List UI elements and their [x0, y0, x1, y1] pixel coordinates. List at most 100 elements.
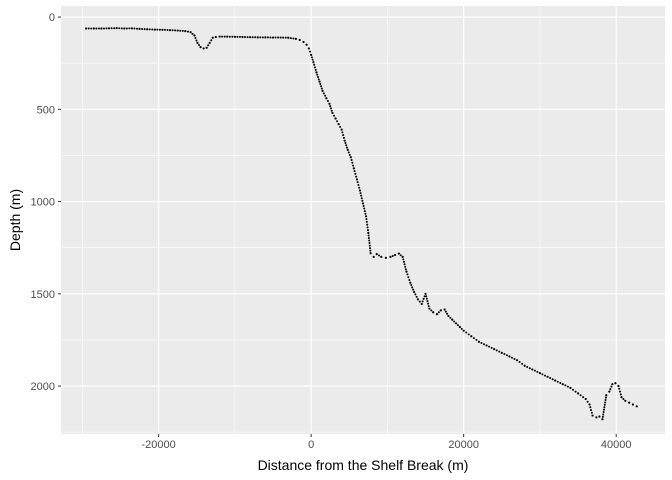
data-point [444, 310, 447, 313]
data-point [319, 82, 322, 85]
data-point [608, 390, 611, 393]
data-point [397, 252, 400, 255]
data-point [148, 28, 151, 31]
data-point [317, 76, 320, 79]
data-point [105, 27, 108, 30]
data-point [271, 36, 275, 39]
data-point [311, 58, 314, 61]
data-point [549, 377, 552, 380]
data-point [605, 394, 608, 397]
data-point [329, 107, 332, 110]
data-point [622, 397, 625, 400]
data-point [143, 28, 146, 31]
data-point [584, 397, 587, 401]
data-point [207, 44, 210, 47]
data-point [604, 401, 607, 404]
data-point [368, 239, 371, 242]
data-point [480, 341, 483, 344]
data-point [510, 356, 513, 359]
data-point [498, 350, 501, 353]
data-point [372, 255, 375, 258]
data-point [249, 36, 252, 39]
data-point [186, 30, 189, 33]
data-point [619, 393, 622, 396]
data-point [289, 37, 292, 40]
plot-panel [61, 6, 665, 434]
data-point [341, 131, 344, 134]
data-point [508, 355, 511, 358]
data-point [426, 300, 429, 303]
data-point [619, 390, 622, 393]
data-point [446, 312, 449, 315]
data-point [361, 199, 364, 202]
data-point [324, 94, 327, 97]
data-point [312, 61, 315, 64]
data-point [365, 220, 368, 223]
data-point [556, 380, 559, 383]
data-point [168, 29, 172, 32]
data-point [355, 178, 358, 181]
data-point [451, 318, 454, 321]
data-point [369, 247, 372, 250]
data-point [611, 383, 614, 386]
data-point [238, 35, 241, 38]
data-point [214, 35, 217, 39]
data-point [598, 415, 601, 418]
data-point [368, 244, 371, 247]
data-point [107, 27, 111, 30]
data-point [102, 27, 105, 30]
data-point [342, 134, 345, 137]
data-point [449, 316, 452, 319]
data-point [586, 400, 589, 403]
y-axis-ticks: 0 500 1000 1500 2000 [31, 12, 61, 393]
data-point [336, 120, 339, 123]
data-point [477, 340, 481, 343]
data-point [363, 207, 366, 210]
data-point [566, 385, 569, 388]
data-point [604, 396, 607, 399]
data-point [413, 290, 416, 294]
data-point [261, 36, 264, 39]
data-point [369, 249, 372, 252]
data-point [595, 416, 598, 419]
data-point [358, 189, 362, 192]
data-point [307, 47, 310, 50]
data-point [513, 357, 516, 360]
data-point [410, 284, 413, 287]
data-point [515, 359, 519, 362]
data-point [345, 144, 348, 147]
data-point [202, 47, 205, 50]
data-point [298, 38, 301, 42]
data-point [123, 27, 126, 30]
data-point [174, 29, 177, 32]
data-point [136, 27, 139, 30]
data-point [196, 41, 199, 45]
data-point [342, 136, 345, 139]
data-point [437, 311, 440, 314]
data-point [210, 39, 213, 42]
data-point [326, 100, 329, 103]
data-point [425, 295, 428, 298]
data-point [228, 35, 231, 38]
data-point [424, 292, 427, 295]
data-point [435, 312, 439, 316]
data-point [236, 35, 239, 38]
data-point [277, 36, 280, 39]
data-point [279, 36, 282, 39]
data-point [205, 46, 208, 49]
data-point [618, 387, 621, 390]
data-point [321, 89, 324, 92]
data-point [460, 327, 463, 330]
data-point [360, 194, 363, 197]
data-point [495, 349, 498, 352]
data-point [443, 308, 446, 311]
data-point [412, 288, 415, 291]
data-point [313, 66, 316, 69]
data-point [602, 411, 605, 414]
data-point [305, 43, 308, 46]
data-point [364, 215, 368, 218]
data-point [146, 28, 149, 31]
data-point [171, 29, 174, 32]
data-point [531, 368, 534, 371]
